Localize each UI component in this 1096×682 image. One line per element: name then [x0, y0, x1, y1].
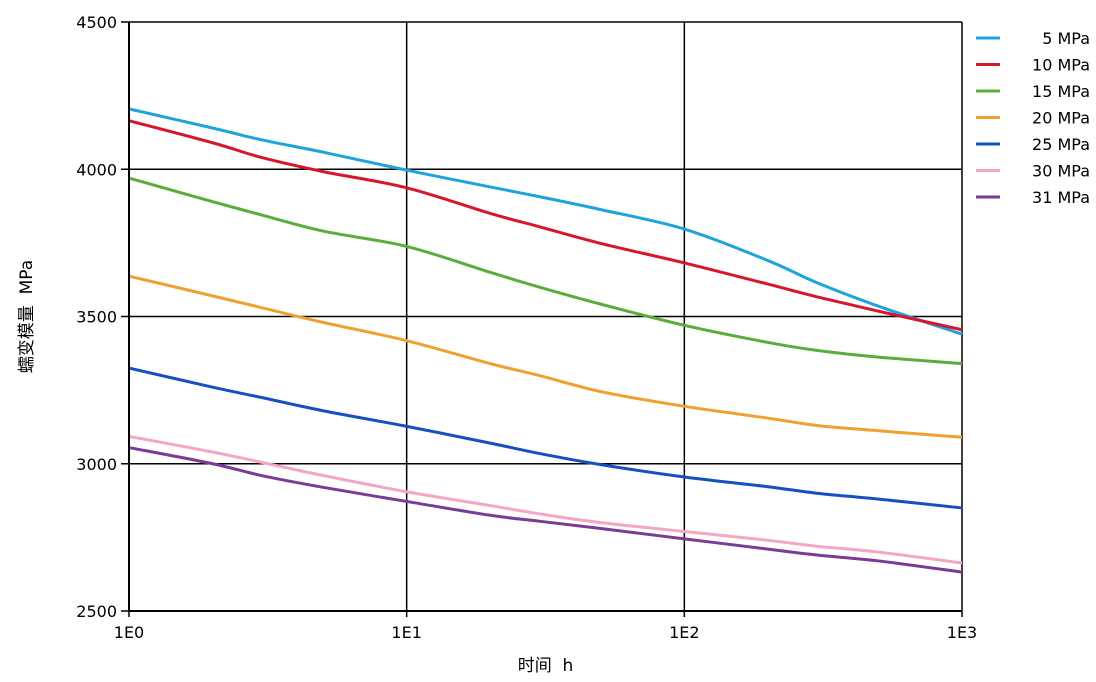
y-axis-title: 蠕变模量 MPa — [17, 260, 37, 373]
series-line-30-mpa — [128, 434, 963, 565]
legend-label: 25 MPa — [1032, 135, 1090, 154]
x-axis-title: 时间 h — [518, 656, 574, 676]
y-tick-label: 2500 — [76, 602, 117, 621]
legend-label: 10 MPa — [1032, 56, 1090, 75]
series-line-5-mpa — [128, 107, 963, 336]
y-tick-label: 3500 — [76, 308, 117, 327]
series-line-10-mpa — [128, 119, 963, 332]
y-tick-label: 3000 — [76, 455, 117, 474]
tick-labels: 1E0 1E1 1E2 1E3 2500 3000 3500 4000 4500 — [76, 13, 977, 642]
series-lines — [128, 107, 963, 574]
y-tick-label: 4000 — [76, 160, 117, 179]
axes — [128, 22, 962, 612]
x-tick-label: 1E0 — [114, 623, 144, 642]
legend-label: 5 MPa — [1042, 29, 1090, 48]
grid — [121, 21, 963, 617]
legend-label: 31 MPa — [1032, 188, 1090, 207]
series-line-31-mpa — [128, 446, 963, 574]
x-tick-label: 1E1 — [391, 623, 421, 642]
legend-label: 30 MPa — [1032, 162, 1090, 181]
legend: 5 MPa 10 MPa 15 MPa 20 MPa 25 MPa 30 MPa 31 MP… — [976, 29, 1090, 207]
series-line-25-mpa — [128, 366, 963, 510]
series-line-15-mpa — [128, 176, 963, 366]
legend-label: 15 MPa — [1032, 82, 1090, 101]
legend-label: 20 MPa — [1032, 109, 1090, 128]
y-tick-label: 4500 — [76, 13, 117, 32]
x-tick-label: 1E2 — [669, 623, 699, 642]
series-line-20-mpa — [128, 274, 963, 439]
x-tick-label: 1E3 — [947, 623, 977, 642]
